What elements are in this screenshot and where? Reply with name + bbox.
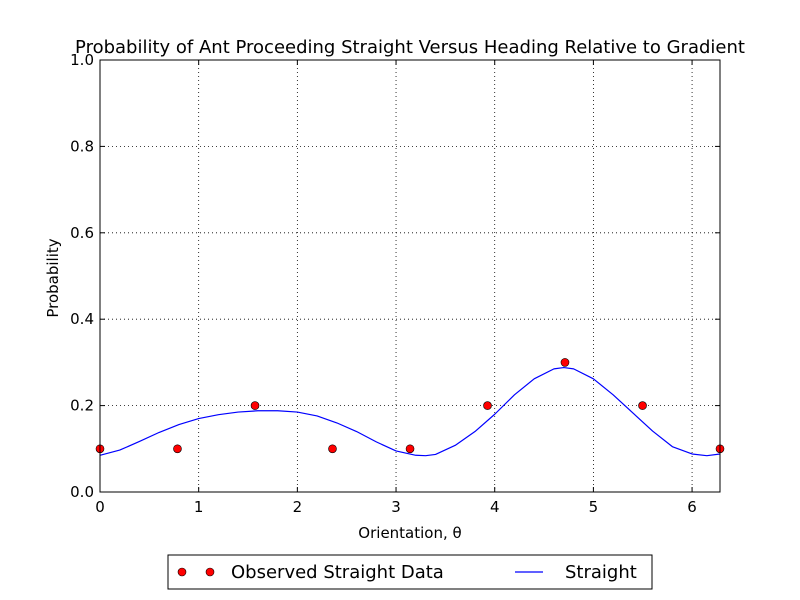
x-tick-label: 4	[490, 498, 500, 516]
data-point	[328, 444, 337, 454]
y-tick-label: 0.2	[70, 397, 94, 415]
y-tick-label: 0.4	[70, 310, 94, 328]
data-point	[250, 401, 260, 410]
legend-box	[167, 554, 653, 590]
legend-marker-1	[177, 567, 187, 577]
data-point	[173, 444, 182, 454]
marker-series	[95, 358, 725, 454]
y-tick-label: 1.0	[70, 51, 94, 69]
grid	[99, 59, 720, 493]
axis-ticks: 0 1 2 3 4 5 6 0.0 0.2 0.4 0.6 0.8 1.0	[70, 51, 720, 516]
y-tick-label: 0.0	[70, 483, 94, 501]
plot-frame	[99, 59, 721, 493]
x-tick-label: 6	[687, 498, 697, 516]
y-tick-label: 0.8	[70, 137, 94, 155]
x-tick-label: 1	[194, 498, 204, 516]
legend: Observed Straight Data Straight	[167, 554, 653, 590]
data-point	[405, 444, 415, 454]
legend-marker-2	[205, 567, 215, 577]
straight-fit-line	[99, 366, 721, 457]
x-tick-label: 5	[589, 498, 599, 516]
x-axis-label: Orientation, θ	[358, 524, 461, 542]
x-tick-label: 0	[95, 498, 105, 516]
x-tick-label: 3	[391, 498, 401, 516]
y-tick-label: 0.6	[70, 224, 94, 242]
y-axis-label: Probability	[44, 238, 62, 317]
x-tick-label: 2	[293, 498, 303, 516]
data-point	[483, 401, 492, 410]
legend-label-observed: Observed Straight Data	[231, 562, 444, 583]
line-series	[99, 366, 721, 457]
data-point	[560, 358, 570, 367]
data-point	[638, 401, 647, 410]
chart-title: Probability of Ant Proceeding Straight V…	[75, 37, 745, 58]
legend-label-straight: Straight	[565, 562, 637, 583]
